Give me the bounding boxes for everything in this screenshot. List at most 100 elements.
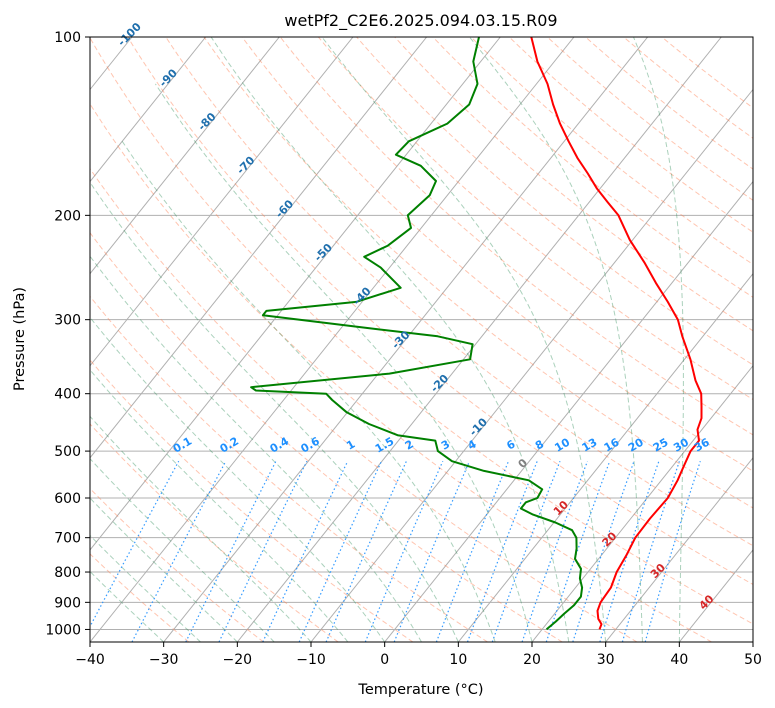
x-tick-label: 50	[744, 652, 762, 668]
dry-adiabat-line	[90, 231, 563, 642]
dry-adiabat-line	[90, 167, 638, 642]
isotherm-line	[90, 37, 280, 275]
dry-adiabat-line	[127, 37, 753, 585]
x-tick-label: −40	[75, 652, 105, 668]
mixing-ratio-label: 2	[403, 438, 416, 453]
moist-adiabat-line	[90, 570, 165, 642]
isotherm-line	[457, 272, 753, 642]
isotherm-label: -40	[350, 284, 373, 307]
background-lines	[0, 37, 753, 642]
isotherm-label: 20	[600, 529, 620, 549]
y-tick-label: 500	[54, 444, 81, 460]
dry-adiabat-line	[90, 423, 339, 642]
chart-title: wetPf2_C2E6.2025.094.03.15.R09	[284, 11, 557, 31]
mixing-ratio-line	[491, 460, 561, 642]
moist-adiabat-line	[210, 37, 570, 642]
moist-adiabat-line	[321, 37, 607, 642]
isotherm-line	[531, 364, 753, 642]
mixing-ratio-line	[644, 461, 701, 642]
y-tick-label: 300	[54, 313, 81, 329]
mixing-ratio-line	[90, 460, 180, 628]
moist-adiabat-line	[121, 141, 496, 642]
moist-adiabat-line	[90, 369, 349, 642]
dry-adiabat-line	[356, 37, 753, 366]
y-tick-label: 100	[54, 30, 81, 46]
x-tick-label: 40	[670, 652, 688, 668]
isotherm-line	[90, 37, 207, 183]
moist-adiabat-line	[469, 37, 643, 642]
isotherm-label: 40	[697, 592, 717, 612]
moist-adiabat-line	[90, 534, 201, 642]
isotherm-label: -10	[467, 415, 490, 438]
mixing-ratio-line	[466, 460, 538, 642]
mixing-ratio-label: 13	[580, 436, 600, 455]
dry-adiabat-line	[90, 37, 753, 625]
x-tick-label: −20	[223, 652, 253, 668]
mixing-ratio-line	[325, 460, 407, 642]
mixing-ratio-label: 8	[533, 438, 546, 453]
y-tick-label: 200	[54, 208, 81, 224]
plot-frame	[89, 36, 754, 643]
mixing-ratio-line	[621, 461, 680, 642]
moist-adiabat-line	[90, 415, 312, 642]
isotherm-line	[384, 180, 753, 642]
mixing-ratio-label: 0.6	[298, 434, 322, 455]
isotherm-line	[90, 37, 501, 551]
x-tick-label: 10	[449, 652, 467, 668]
dry-adiabat-line	[165, 37, 753, 547]
mixing-ratio-line	[298, 460, 383, 642]
isotherm-line	[310, 88, 753, 642]
y-tick-label: 800	[54, 565, 81, 581]
mixing-ratio-label: 20	[626, 435, 646, 454]
isotherm-line	[90, 37, 575, 642]
mixing-ratio-line	[435, 460, 510, 642]
y-tick-label: 1000	[45, 622, 81, 638]
mixing-ratio-label: 1.5	[373, 435, 396, 456]
dry-adiabat-line	[90, 553, 190, 642]
isotherm-line	[605, 457, 753, 642]
mixing-ratio-label: 16	[602, 435, 622, 454]
mixing-ratio-line	[599, 460, 660, 642]
isotherm-line	[236, 37, 722, 642]
mixing-ratio-label: 6	[504, 437, 517, 452]
mixing-ratio-line	[393, 460, 471, 642]
dry-adiabat-line	[508, 37, 753, 233]
mixing-ratio-line	[185, 460, 277, 642]
y-tick-label: 700	[54, 531, 81, 547]
x-tick-label: 0	[380, 652, 389, 668]
mixing-ratio-line	[545, 460, 611, 642]
dry-adiabat-line	[547, 37, 753, 201]
dewpoint-line	[250, 37, 584, 631]
isotherm-label: -60	[273, 197, 296, 220]
y-tick-label: 600	[54, 491, 81, 507]
moist-adiabat-line	[633, 37, 684, 642]
dry-adiabat-line	[470, 37, 753, 265]
moist-adiabat-line	[90, 316, 386, 642]
isotherm-line	[90, 37, 354, 367]
mixing-ratio-label: 0.4	[268, 434, 292, 455]
dry-adiabat-line	[279, 37, 753, 436]
y-tick-label: 400	[54, 387, 81, 403]
isotherm-line	[90, 37, 428, 459]
moist-adiabat-line	[90, 457, 275, 642]
x-axis: −40 −30 −20 −10 0 10 20 30 40 50	[75, 642, 762, 668]
isotherm-label: -90	[157, 66, 180, 89]
isotherm-line	[678, 549, 753, 642]
mixing-ratio-label: 3	[439, 438, 452, 453]
isotherm-label: -50	[312, 241, 335, 264]
mixing-ratio-line	[262, 460, 349, 642]
mixing-ratio-line	[521, 460, 589, 642]
mixing-ratio-label: 25	[651, 436, 671, 455]
dry-adiabat-line	[623, 37, 753, 139]
isotherm-label: 10	[551, 498, 571, 518]
series-lines	[250, 37, 703, 631]
isotherm-label: -20	[428, 372, 451, 395]
isotherm-label: -80	[195, 110, 218, 133]
y-axis-title: Pressure (hPa)	[12, 287, 28, 391]
x-tick-label: 20	[523, 652, 541, 668]
x-tick-label: −30	[149, 652, 179, 668]
x-tick-label: 30	[597, 652, 615, 668]
mixing-ratio-line	[131, 460, 227, 642]
dry-adiabat-line	[432, 37, 753, 298]
isotherm-line	[0, 37, 58, 642]
